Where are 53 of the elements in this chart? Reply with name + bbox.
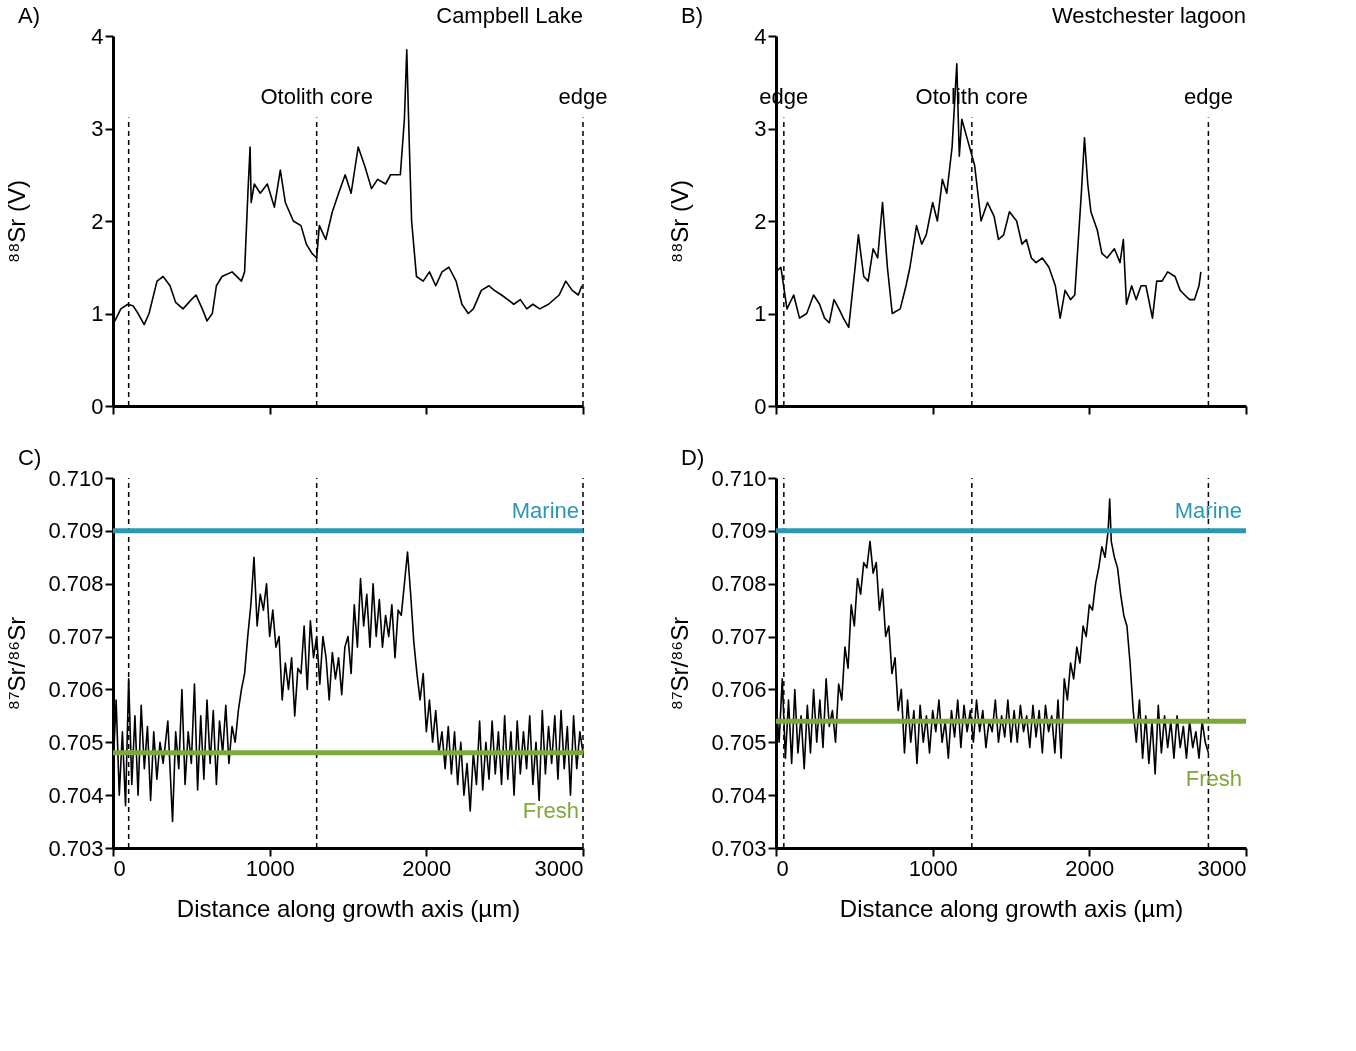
- y-axis-title: ⁸⁸Sr (V): [665, 180, 693, 263]
- y-tick-label: 0.709: [48, 518, 104, 544]
- ref-line-label: Marine: [1174, 497, 1242, 523]
- y-tick-label: 0.710: [711, 465, 767, 491]
- y-tick-label: 3: [91, 116, 104, 141]
- y-tick-label: 0: [91, 393, 104, 419]
- chart-title: D): [681, 445, 705, 470]
- ref-line-label: Marine: [511, 497, 579, 523]
- chart-title: C): [18, 445, 42, 470]
- y-tick-label: 0.710: [48, 465, 104, 491]
- y-tick-label: 2: [91, 208, 104, 234]
- x-tick-label: 0: [113, 855, 126, 881]
- x-tick-label: 0: [776, 855, 789, 881]
- y-tick-label: 0.704: [48, 782, 104, 808]
- x-tick-label: 2000: [1065, 855, 1115, 881]
- y-tick-label: 0.704: [711, 782, 767, 808]
- chart-title: A): [18, 3, 40, 28]
- y-tick-label: 0.709: [711, 518, 767, 544]
- y-tick-label: 0.703: [48, 835, 104, 861]
- y-tick-label: 2: [754, 208, 767, 234]
- ref-line-label: Fresh: [522, 797, 579, 823]
- y-tick-label: 0.705: [711, 729, 767, 755]
- x-tick-label: 3000: [534, 855, 584, 881]
- y-tick-label: 0: [754, 393, 767, 419]
- y-tick-label: 0.706: [48, 676, 104, 702]
- ref-line-label: edge: [1183, 84, 1233, 110]
- x-tick-label: 2000: [402, 855, 452, 881]
- y-axis-title: ⁸⁷Sr/⁸⁶Sr: [665, 616, 693, 711]
- x-tick-label: 3000: [1197, 855, 1247, 881]
- y-tick-label: 1: [91, 301, 104, 326]
- chart-subtitle: Westchester lagoon: [1051, 3, 1246, 28]
- y-tick-label: 4: [754, 23, 767, 49]
- y-tick-label: 0.703: [711, 835, 767, 861]
- y-tick-label: 0.708: [711, 571, 767, 597]
- y-tick-label: 0.706: [711, 676, 767, 702]
- y-tick-label: 1: [754, 301, 767, 326]
- y-axis-title: ⁸⁸Sr (V): [2, 180, 30, 263]
- chart-title: B): [681, 3, 703, 28]
- y-tick-label: 0.708: [48, 571, 104, 597]
- y-tick-label: 0.707: [48, 624, 104, 650]
- x-tick-label: 1000: [245, 855, 295, 881]
- y-axis-title: ⁸⁷Sr/⁸⁶Sr: [2, 616, 30, 711]
- x-axis-title: Distance along growth axis (µm): [839, 894, 1184, 922]
- ref-line-label: edge: [558, 84, 608, 110]
- y-tick-label: 0.707: [711, 624, 767, 650]
- chart-subtitle: Campbell Lake: [436, 3, 583, 28]
- y-tick-label: 4: [91, 23, 104, 49]
- ref-line-label: Otolith core: [260, 84, 373, 110]
- y-tick-label: 0.705: [48, 729, 104, 755]
- x-tick-label: 1000: [908, 855, 958, 881]
- ref-line-label: Fresh: [1185, 766, 1242, 792]
- y-tick-label: 3: [754, 116, 767, 141]
- x-axis-title: Distance along growth axis (µm): [176, 894, 521, 922]
